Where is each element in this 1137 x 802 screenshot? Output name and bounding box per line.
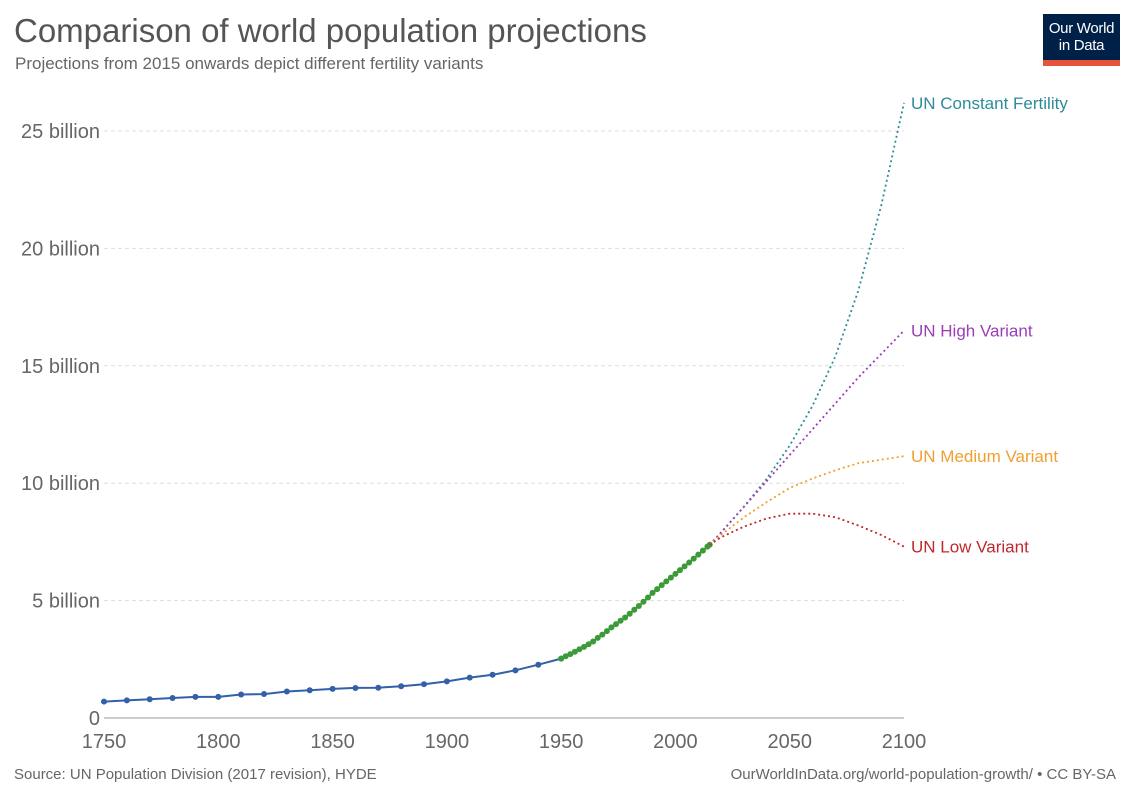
- y-tick-label: 15 billion: [21, 356, 100, 378]
- data-point: [626, 610, 633, 617]
- data-point: [352, 684, 359, 691]
- logo-line-1: Our World: [1048, 20, 1115, 37]
- data-point: [123, 697, 130, 704]
- data-point: [681, 563, 688, 570]
- x-tick-label: 2000: [653, 731, 698, 753]
- data-point: [466, 674, 473, 681]
- data-point: [581, 643, 587, 650]
- data-point: [677, 567, 683, 574]
- data-point: [398, 683, 405, 690]
- logo-accent-bar: [1043, 60, 1120, 66]
- data-point: [699, 547, 706, 554]
- y-tick-label: 25 billion: [21, 121, 100, 143]
- data-point: [421, 681, 427, 688]
- data-point: [667, 574, 674, 581]
- y-tick-label: 5 billion: [32, 591, 100, 613]
- data-point: [695, 551, 702, 558]
- data-point: [658, 582, 665, 589]
- data-point: [261, 691, 267, 698]
- data-point: [645, 594, 651, 601]
- data-point: [571, 648, 578, 655]
- series-label-un-medium-variant: UN Medium Variant: [911, 447, 1058, 466]
- owid-logo[interactable]: Our World in Data: [1043, 14, 1120, 66]
- data-point: [649, 589, 656, 596]
- data-point: [686, 559, 693, 566]
- data-point: [603, 628, 610, 635]
- data-point: [672, 570, 679, 577]
- data-point: [608, 624, 615, 631]
- data-point: [375, 684, 382, 691]
- data-point: [585, 641, 592, 648]
- x-tick-label: 2050: [767, 731, 812, 753]
- data-point: [101, 698, 107, 705]
- chart-title: Comparison of world population projectio…: [14, 12, 647, 49]
- data-point: [562, 653, 569, 660]
- source-note: Source: UN Population Division (2017 rev…: [14, 766, 377, 783]
- data-point: [690, 555, 697, 562]
- population-chart: 0 5 billion 10 billion 15 billion 20 billion…: [21, 94, 1068, 753]
- data-point: [535, 661, 542, 668]
- data-point: [594, 634, 601, 641]
- data-point: [238, 691, 245, 698]
- data-point: [146, 696, 153, 703]
- series-label-un-high-variant: UN High Variant: [911, 322, 1033, 341]
- y-tick-label: 20 billion: [21, 238, 100, 260]
- data-point: [169, 695, 176, 702]
- series-label-un-constant-fertility: UN Constant Fertility: [911, 94, 1068, 113]
- data-point: [329, 685, 336, 692]
- credit-link[interactable]: OurWorldInData.org/world-population-grow…: [730, 766, 1116, 783]
- series-line-un-medium-variant: [709, 455, 905, 546]
- x-tick-label: 1950: [539, 731, 584, 753]
- data-point: [576, 646, 583, 653]
- data-point: [599, 631, 606, 638]
- data-point: [443, 678, 450, 685]
- series-label-un-low-variant: UN Low Variant: [911, 538, 1029, 557]
- series-line-un-constant-fertility: [709, 102, 905, 546]
- y-tick-label: 10 billion: [21, 473, 100, 495]
- x-tick-label: 1750: [82, 731, 127, 753]
- x-tick-label: 1800: [196, 731, 241, 753]
- data-point: [306, 687, 313, 694]
- data-point: [622, 614, 629, 621]
- logo-line-2: in Data: [1058, 37, 1105, 54]
- data-point: [567, 651, 574, 658]
- x-tick-label: 1850: [310, 731, 355, 753]
- data-point: [192, 693, 199, 700]
- series-line-un-high-variant: [709, 329, 905, 546]
- data-point: [613, 621, 619, 628]
- data-point: [489, 671, 496, 678]
- chart-subtitle: Projections from 2015 onwards depict dif…: [15, 54, 484, 73]
- data-point: [283, 688, 290, 695]
- data-point: [640, 598, 647, 605]
- data-point: [558, 655, 565, 662]
- x-tick-label: 2100: [882, 731, 927, 753]
- y-tick-label: 0: [89, 708, 100, 730]
- x-tick-label: 1900: [425, 731, 470, 753]
- data-point: [512, 667, 519, 674]
- data-point: [617, 617, 624, 624]
- data-point: [635, 603, 642, 610]
- data-point: [590, 638, 597, 645]
- data-point: [215, 693, 222, 700]
- series-line-un-low-variant: [709, 512, 905, 548]
- data-point: [631, 606, 638, 613]
- data-point: [663, 578, 670, 585]
- data-point: [654, 586, 661, 593]
